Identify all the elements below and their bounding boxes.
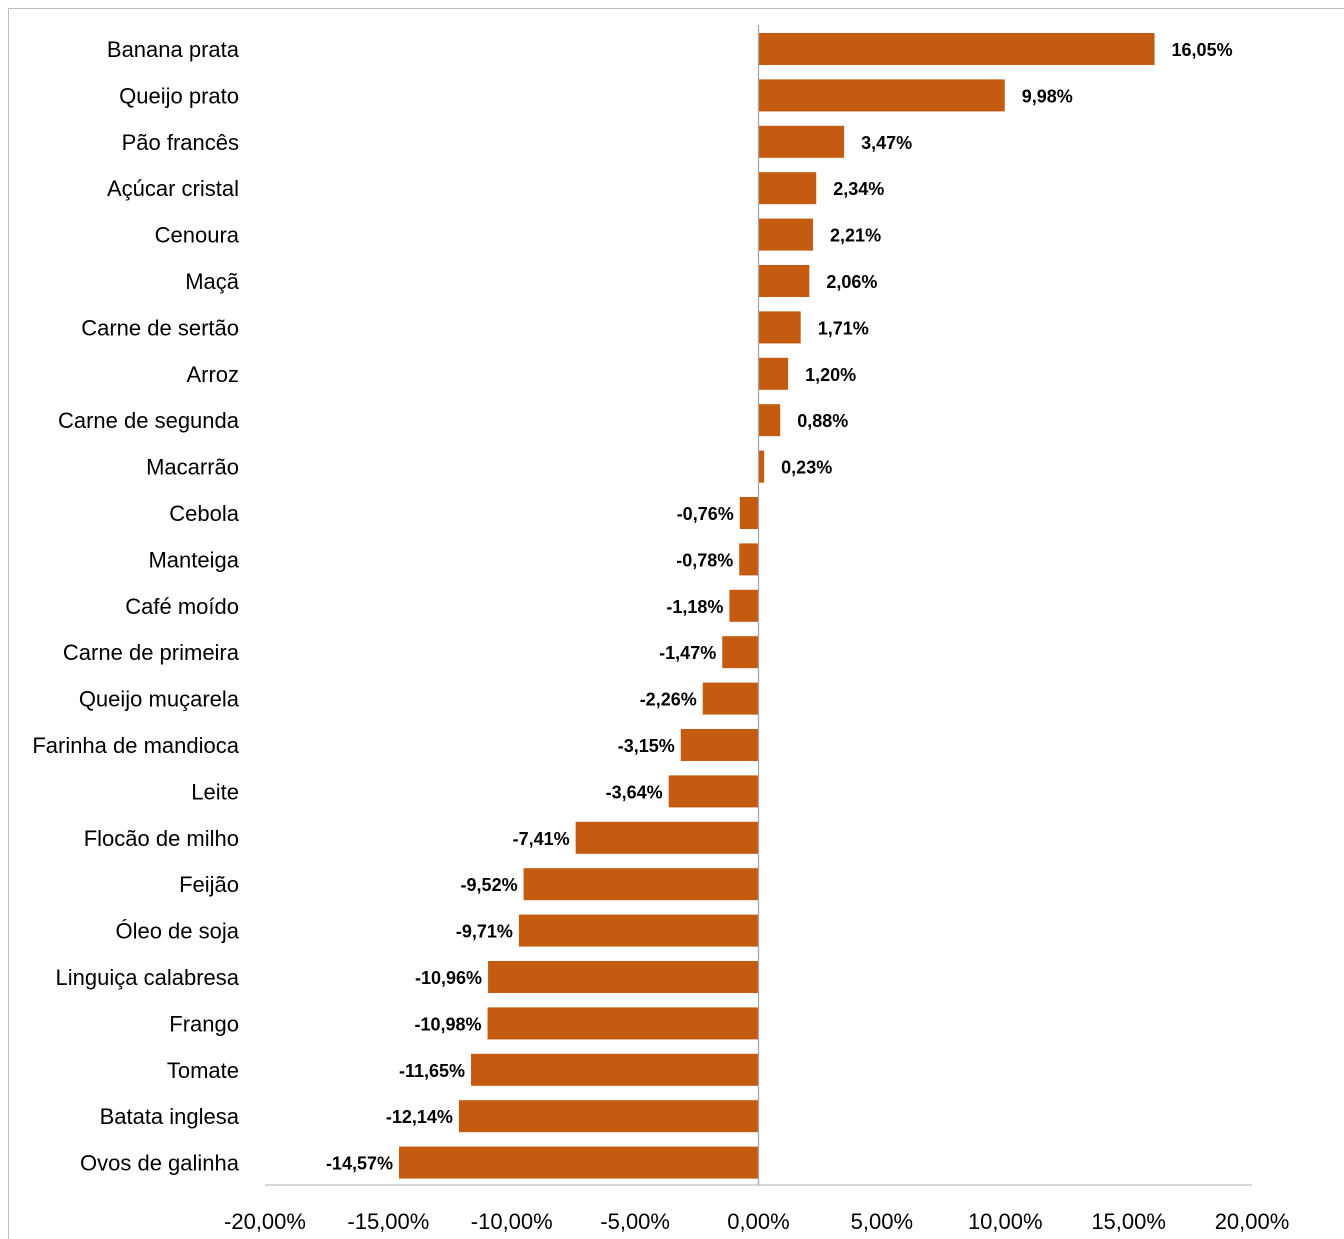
category-label: Macarrão [146, 455, 239, 480]
data-label: -1,18% [666, 597, 723, 617]
bar [729, 589, 759, 622]
data-label: -10,98% [415, 1014, 482, 1034]
bar [575, 821, 759, 854]
category-label: Manteiga [148, 547, 239, 572]
data-label: -2,26% [640, 690, 697, 710]
data-label: -9,71% [456, 922, 513, 942]
bar [758, 125, 845, 158]
bar [758, 311, 801, 344]
category-label: Frango [169, 1011, 239, 1036]
data-label: 2,21% [830, 226, 881, 246]
category-label: Cebola [169, 501, 239, 526]
bar [668, 775, 759, 808]
data-label: 16,05% [1172, 40, 1233, 60]
x-tick-label: 0,00% [727, 1209, 789, 1234]
data-label: 0,23% [781, 458, 832, 478]
data-label: -7,41% [513, 829, 570, 849]
category-label: Café moído [125, 594, 239, 619]
category-label: Tomate [167, 1058, 239, 1083]
bar [458, 1100, 759, 1133]
data-label: 3,47% [861, 133, 912, 153]
data-label: -12,14% [386, 1107, 453, 1127]
category-label: Carne de sertão [81, 315, 239, 340]
bar [758, 172, 817, 205]
category-label: Queijo prato [119, 83, 239, 108]
category-label: Carne de segunda [58, 408, 240, 433]
category-label: Farinha de mandioca [32, 733, 239, 758]
category-label: Leite [191, 779, 239, 804]
data-label: 9,98% [1022, 86, 1073, 106]
x-tick-label: 5,00% [851, 1209, 913, 1234]
category-label: Açúcar cristal [107, 176, 239, 201]
x-tick-label: -10,00% [471, 1209, 553, 1234]
bar [758, 218, 814, 251]
category-label: Feijão [179, 872, 239, 897]
category-label: Óleo de soja [115, 919, 239, 944]
data-label: -14,57% [326, 1154, 393, 1174]
data-label: -3,15% [618, 736, 675, 756]
chart-frame [8, 8, 1344, 1239]
data-label: 1,20% [805, 365, 856, 385]
bar [758, 404, 781, 437]
data-label: 2,06% [826, 272, 877, 292]
category-label: Linguiça calabresa [56, 965, 240, 990]
bar [680, 729, 759, 761]
x-tick-label: 20,00% [1215, 1209, 1290, 1234]
bar [702, 682, 759, 715]
data-label: 1,71% [818, 318, 869, 338]
bar [523, 868, 759, 901]
bar [722, 636, 759, 669]
bar [487, 1007, 759, 1040]
x-tick-label: -15,00% [347, 1209, 429, 1234]
bar [758, 450, 765, 483]
bar [758, 265, 810, 297]
data-label: -10,96% [415, 968, 482, 988]
data-label: -3,64% [606, 782, 663, 802]
data-label: 2,34% [833, 179, 884, 199]
bar [739, 543, 759, 576]
bar [758, 79, 1005, 112]
x-tick-label: -20,00% [224, 1209, 306, 1234]
category-label: Ovos de galinha [80, 1151, 240, 1176]
category-label: Banana prata [107, 37, 240, 62]
data-label: -0,78% [676, 550, 733, 570]
category-label: Carne de primeira [63, 640, 240, 665]
bar [471, 1053, 759, 1086]
data-label: -1,47% [659, 643, 716, 663]
data-label: -11,65% [399, 1061, 465, 1081]
x-tick-label: -5,00% [600, 1209, 670, 1234]
data-label: -9,52% [461, 875, 518, 895]
bar [518, 914, 759, 947]
bar [398, 1146, 759, 1179]
data-label: -0,76% [677, 504, 734, 524]
bar [739, 497, 759, 529]
bar [488, 961, 759, 993]
category-label: Queijo muçarela [79, 687, 240, 712]
category-label: Flocão de milho [84, 826, 239, 851]
bar [758, 357, 789, 390]
bar [758, 33, 1155, 65]
category-label: Pão francês [122, 130, 239, 155]
category-label: Arroz [186, 362, 239, 387]
category-label: Cenoura [155, 223, 240, 248]
x-tick-label: 10,00% [968, 1209, 1043, 1234]
category-label: Batata inglesa [100, 1104, 240, 1129]
category-label: Maçã [185, 269, 240, 294]
data-label: 0,88% [797, 411, 848, 431]
x-tick-label: 15,00% [1091, 1209, 1166, 1234]
